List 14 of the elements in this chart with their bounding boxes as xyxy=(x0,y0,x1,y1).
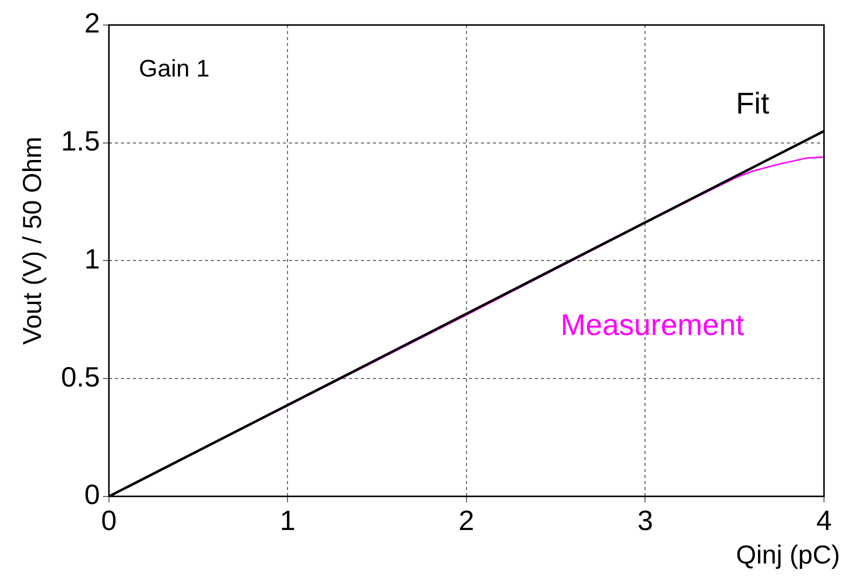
x-tick-label: 3 xyxy=(637,504,654,536)
x-tick-label: 2 xyxy=(458,504,474,536)
series-label: Measurement xyxy=(560,308,745,342)
x-tick-label: 4 xyxy=(816,504,832,536)
y-tick-label: 1 xyxy=(84,243,100,274)
annotation: Gain 1 xyxy=(138,56,210,83)
y-tick-label: 0.5 xyxy=(60,361,100,392)
y-tick-label: 1.5 xyxy=(60,126,100,157)
y-tick-label: 2 xyxy=(84,8,100,39)
series-label: Fit xyxy=(736,87,770,120)
x-tick-label: 1 xyxy=(280,504,296,536)
y-axis-title: Vout (V) / 50 Ohm xyxy=(17,136,48,345)
x-axis-title: Qinj (pC) xyxy=(736,540,840,570)
y-tick-label: 0 xyxy=(84,479,100,510)
